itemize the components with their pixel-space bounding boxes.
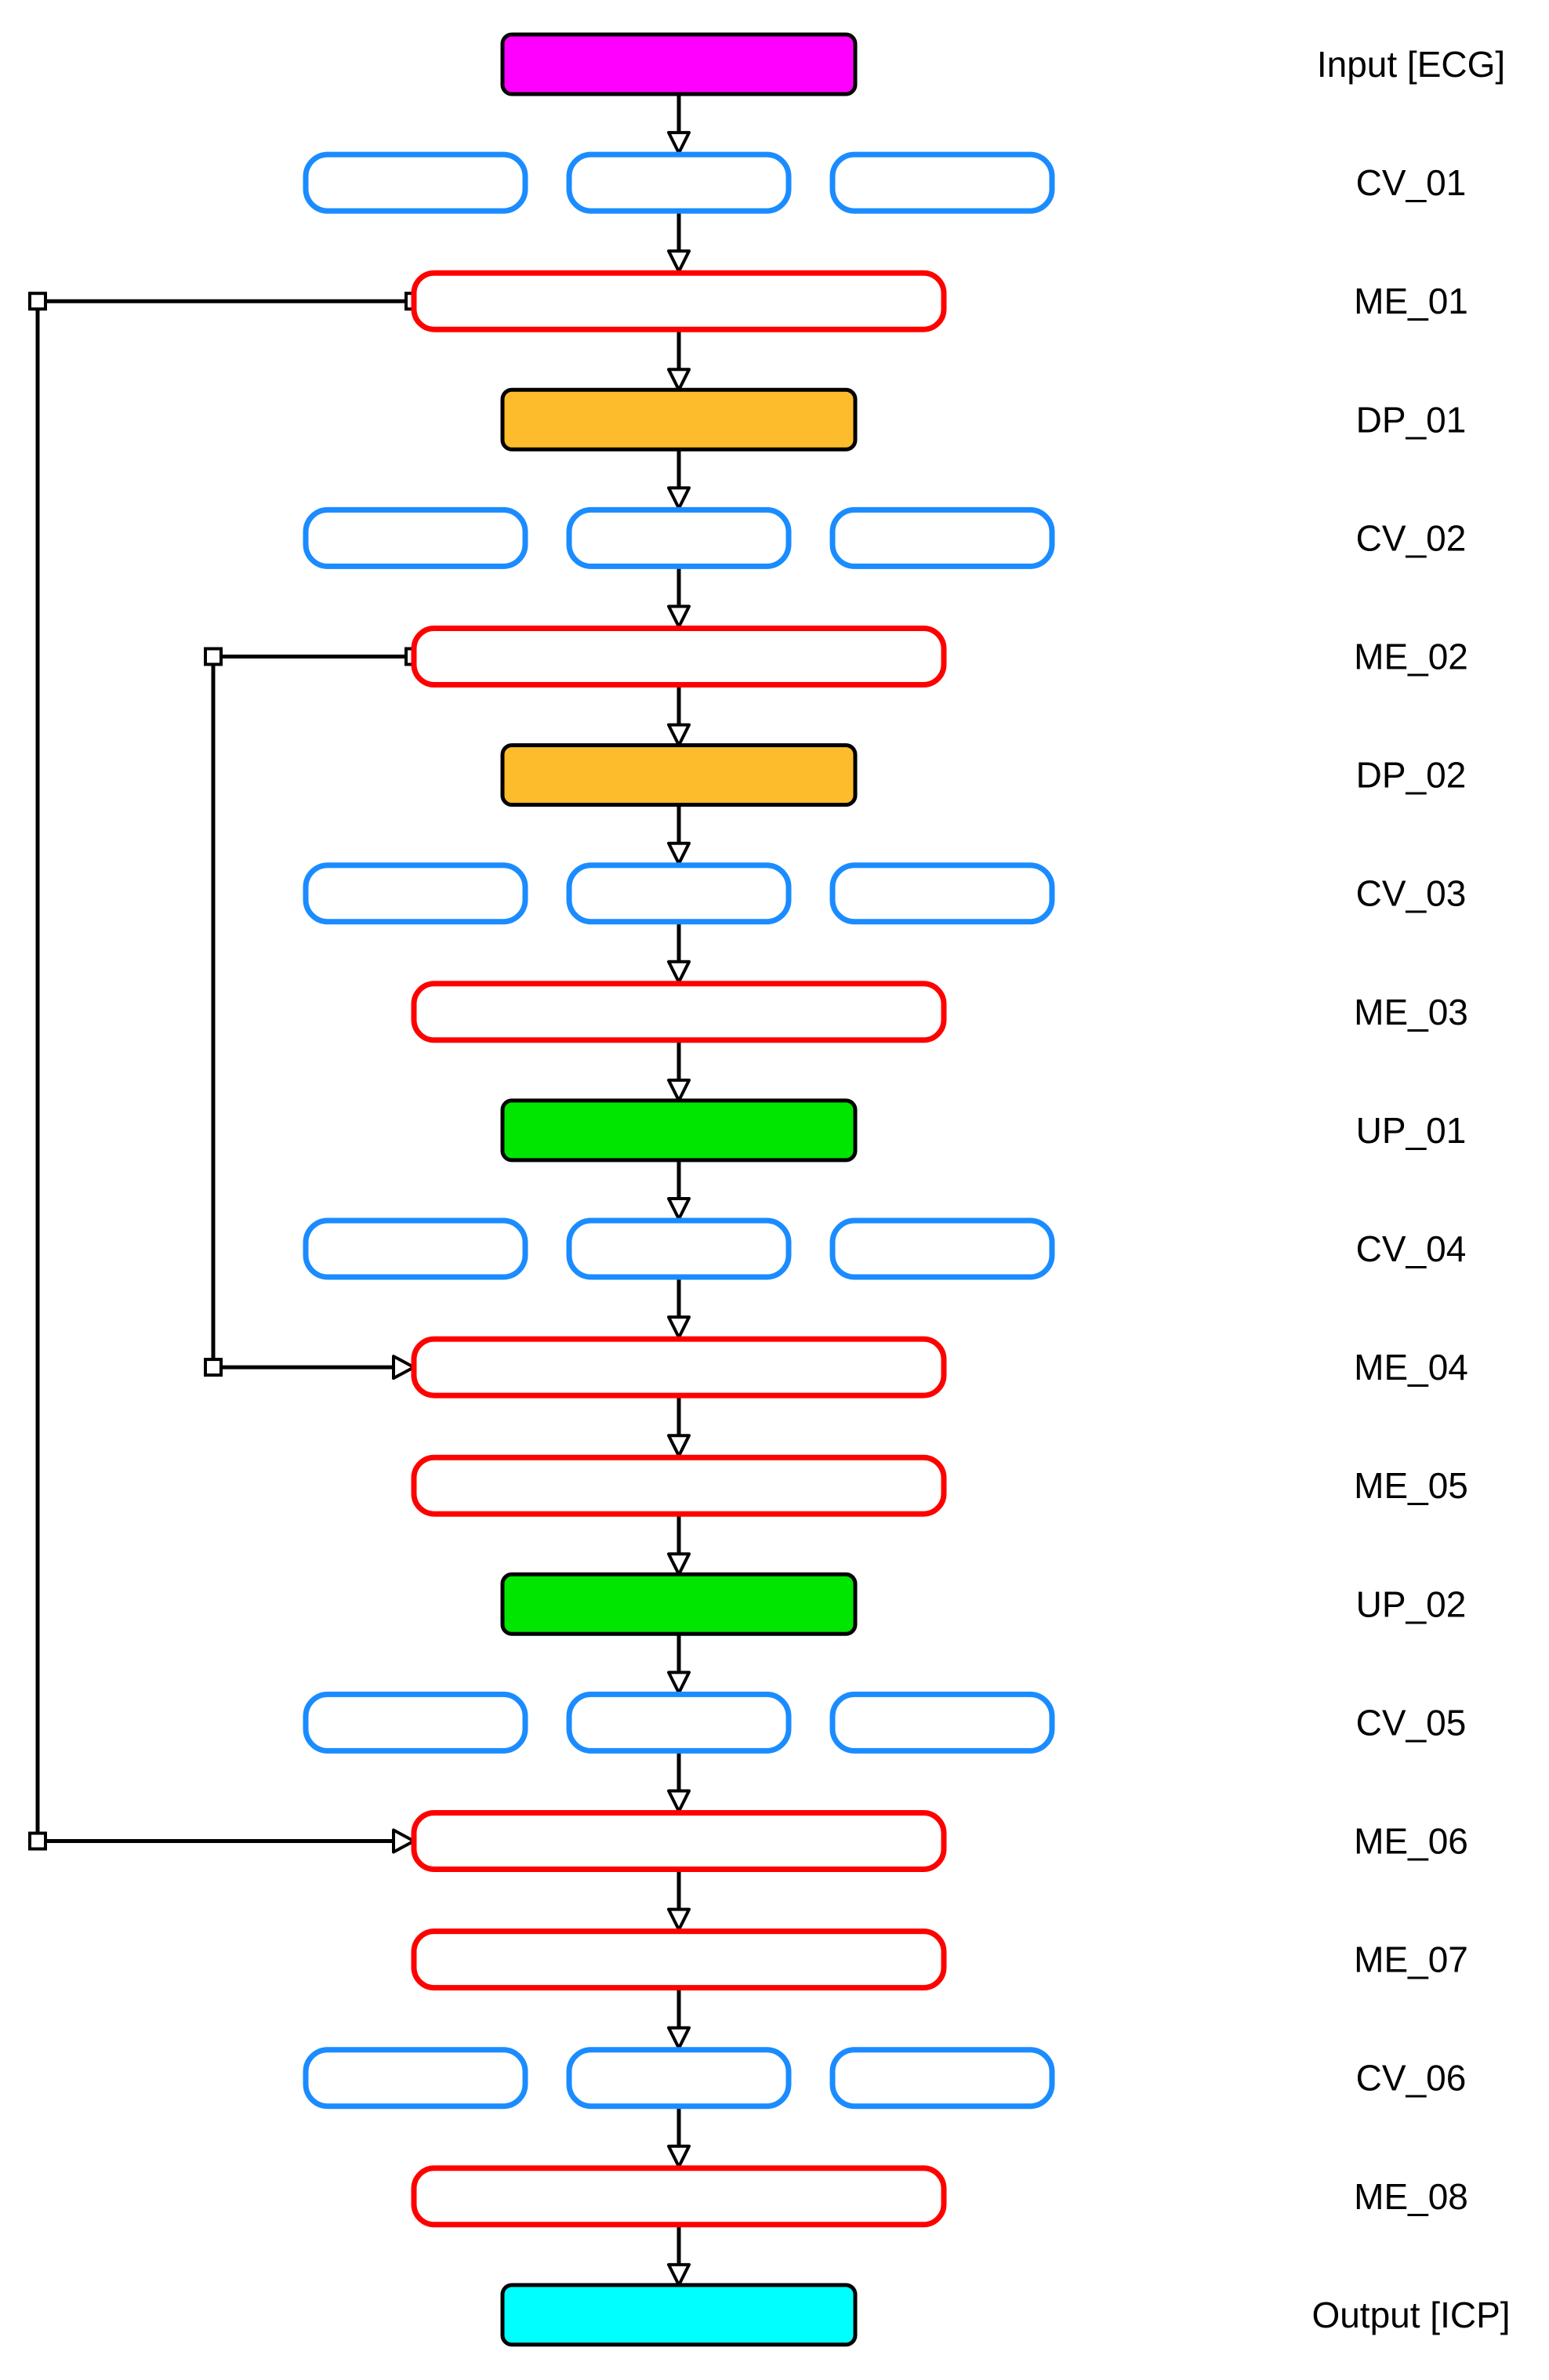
cv-04-block-3 — [829, 1217, 1055, 1280]
me-02-block — [411, 626, 947, 688]
me-01-label: ME_01 — [1354, 281, 1468, 321]
up-02-label: UP_02 — [1356, 1584, 1467, 1624]
arrow-head-icon — [667, 486, 691, 510]
skip-me-02-to-me-04-node-3 — [204, 1358, 223, 1377]
cv-01-block-1 — [303, 151, 528, 214]
input-ecg-label: Input [ECG] — [1317, 44, 1505, 85]
arrow-head-icon — [667, 2144, 691, 2168]
arrow-head-icon — [667, 723, 691, 747]
cv-03-label: CV_03 — [1356, 873, 1467, 914]
cv-05-block-3 — [829, 1691, 1055, 1754]
cv-04-label: CV_04 — [1356, 1228, 1467, 1269]
me-06-block — [411, 1810, 947, 1872]
cv-05-block-2 — [566, 1691, 792, 1754]
me-06-label: ME_06 — [1354, 1821, 1468, 1862]
cv-05-label: CV_05 — [1356, 1702, 1467, 1743]
cv-05-block-1 — [303, 1691, 528, 1754]
arrow-head-icon — [667, 1552, 691, 1576]
output-icp-block — [500, 2283, 858, 2347]
arrow-head-icon — [392, 1355, 415, 1380]
cv-03-block-1 — [303, 862, 528, 925]
cv-06-block-2 — [566, 2047, 792, 2110]
up-02-block — [500, 1572, 858, 1636]
arrow-head-icon — [667, 131, 691, 155]
arrow-head-icon — [667, 1434, 691, 1458]
cv-06-block-1 — [303, 2047, 528, 2110]
cv-02-label: CV_02 — [1356, 517, 1467, 558]
arrow-head-icon — [667, 604, 691, 629]
cv-02-block-3 — [829, 506, 1055, 569]
arrow-head-icon — [667, 1078, 691, 1102]
skip-me-02-to-me-04-line — [211, 655, 414, 1370]
me-03-label: ME_03 — [1354, 992, 1468, 1032]
output-icp-label: Output [ICP] — [1311, 2295, 1510, 2335]
blocks-layer — [303, 32, 1055, 2347]
cv-06-block-3 — [829, 2047, 1055, 2110]
dp-02-label: DP_02 — [1356, 755, 1467, 796]
arrow-head-icon — [667, 1789, 691, 1813]
arrow-head-icon — [667, 841, 691, 865]
arrow-head-icon — [667, 2026, 691, 2050]
me-07-label: ME_07 — [1354, 1939, 1468, 1980]
arrow-head-icon — [667, 1197, 691, 1221]
cv-03-block-2 — [566, 862, 792, 925]
me-05-label: ME_05 — [1354, 1465, 1468, 1506]
skip-me-01-to-me-06-node-2 — [28, 292, 47, 311]
cv-01-label: CV_01 — [1356, 162, 1467, 203]
cv-04-block-1 — [303, 1217, 528, 1280]
cv-02-block-1 — [303, 506, 528, 569]
me-03-block — [411, 981, 947, 1043]
me-05-block — [411, 1454, 947, 1517]
labels-layer: Input [ECG] CV_01 ME_01 DP_01 CV_02 ME_02 DP_0… — [1311, 44, 1510, 2335]
arrow-head-icon — [667, 1671, 691, 1695]
skip-me-02-to-me-04-node-2 — [204, 647, 223, 666]
arrow-head-icon — [667, 1315, 691, 1340]
arrow-head-icon — [667, 2262, 691, 2287]
me-02-label: ME_02 — [1354, 637, 1468, 677]
arrow-head-icon — [667, 960, 691, 984]
skip-me-01-to-me-06-line — [35, 299, 414, 1843]
skip-me-01-to-me-06-node-3 — [28, 1831, 47, 1851]
me-08-block — [411, 2165, 947, 2228]
arrow-head-icon — [667, 249, 691, 274]
connectors-layer — [28, 94, 691, 2287]
dp-01-block — [500, 387, 858, 452]
me-01-block — [411, 270, 947, 332]
input-ecg-block — [500, 32, 858, 96]
dp-01-label: DP_01 — [1356, 399, 1467, 440]
dp-02-block — [500, 743, 858, 807]
cv-01-block-2 — [566, 151, 792, 214]
me-04-block — [411, 1336, 947, 1399]
cv-03-block-3 — [829, 862, 1055, 925]
cv-06-label: CV_06 — [1356, 2058, 1467, 2099]
me-04-label: ME_04 — [1354, 1347, 1468, 1388]
cv-01-block-3 — [829, 151, 1055, 214]
arrow-head-icon — [392, 1828, 415, 1854]
up-01-label: UP_01 — [1356, 1110, 1467, 1151]
arrow-head-icon — [667, 1907, 691, 1932]
arrow-head-icon — [667, 368, 691, 392]
me-07-block — [411, 1928, 947, 1991]
cv-04-block-2 — [566, 1217, 792, 1280]
me-08-label: ME_08 — [1354, 2176, 1468, 2217]
cv-02-block-2 — [566, 506, 792, 569]
up-01-block — [500, 1098, 858, 1163]
